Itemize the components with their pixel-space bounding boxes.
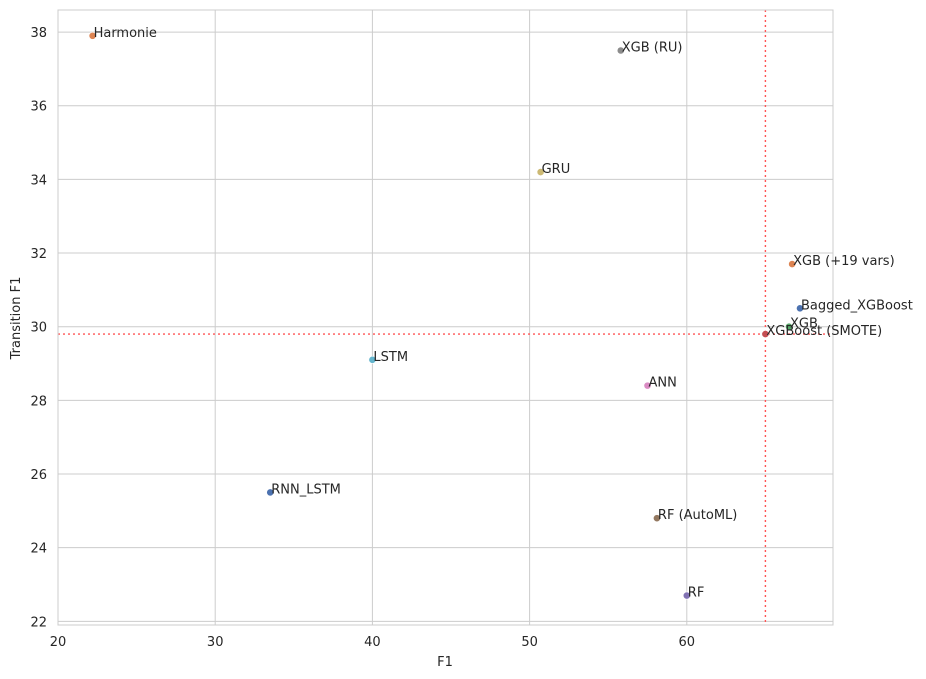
y-tick-label: 32: [30, 247, 47, 262]
data-point: [682, 591, 691, 600]
point-label: RNN_LSTM: [271, 482, 341, 497]
y-tick-label: 24: [30, 542, 47, 557]
point-label: Harmonie: [94, 26, 157, 41]
point-label: XGB: [790, 317, 818, 332]
point-label: Bagged_XGBoost: [801, 298, 913, 313]
reference-lines: [58, 10, 833, 625]
y-tick-label: 28: [30, 394, 47, 409]
point-label: RF: [688, 586, 705, 601]
x-tick-label: 20: [50, 635, 67, 650]
data-point: [266, 488, 275, 497]
y-tick-label: 26: [30, 468, 47, 483]
point-label: XGB (+19 vars): [793, 254, 895, 269]
x-tick-label: 50: [521, 635, 538, 650]
y-axis-ticks: 22 24 26 28 30 32 34 36 38: [30, 26, 47, 630]
point-label: XGBoost (SMOTE): [766, 324, 882, 339]
data-point: [643, 381, 652, 390]
x-axis-ticks: 20 30 40 50 60: [50, 635, 695, 650]
y-tick-label: 38: [30, 26, 47, 41]
y-tick-label: 30: [30, 321, 47, 336]
y-tick-label: 36: [30, 100, 47, 115]
point-label: XGB (RU): [622, 41, 683, 56]
data-point: [761, 330, 770, 338]
data-point: [88, 31, 97, 40]
data-points: [88, 31, 804, 600]
y-tick-label: 34: [30, 173, 47, 188]
data-point: [368, 355, 377, 364]
grid: [57, 10, 833, 625]
data-point: [788, 260, 797, 269]
x-tick-label: 30: [207, 635, 224, 650]
point-label: GRU: [542, 162, 571, 177]
data-point: [653, 514, 661, 523]
x-axis-label: F1: [437, 655, 453, 670]
data-point: [785, 322, 793, 331]
data-point: [616, 46, 625, 55]
x-tick-label: 60: [679, 635, 696, 650]
y-tick-label: 22: [30, 615, 47, 630]
plot-frame: [57, 9, 834, 626]
y-axis-label: Transition F1: [9, 277, 24, 361]
point-label: LSTM: [373, 350, 408, 365]
data-point: [796, 304, 804, 313]
point-label: RF (AutoML): [658, 508, 737, 523]
x-tick-label: 40: [364, 635, 381, 650]
point-label: ANN: [649, 376, 677, 391]
point-labels: Harmonie XGB (RU) GRU XGB (+19 vars) Bagged_…: [94, 26, 913, 601]
plot-background: [58, 10, 833, 625]
data-point: [536, 168, 545, 176]
